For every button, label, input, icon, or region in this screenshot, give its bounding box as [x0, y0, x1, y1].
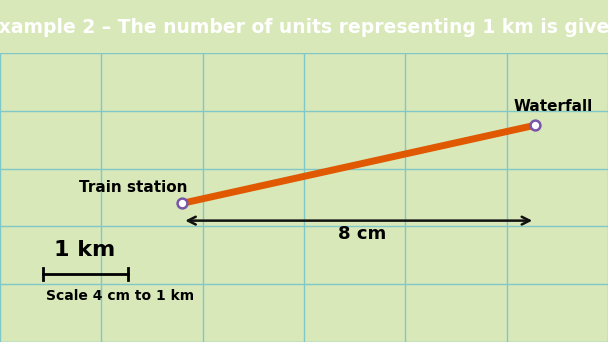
Point — [530, 122, 540, 128]
Point — [178, 200, 187, 206]
Text: Scale 4 cm to 1 km: Scale 4 cm to 1 km — [46, 289, 194, 303]
Text: Train station: Train station — [79, 180, 187, 195]
Text: Example 2 – The number of units representing 1 km is given: Example 2 – The number of units represen… — [0, 18, 608, 37]
Text: 1 km: 1 km — [55, 240, 116, 260]
Text: Waterfall: Waterfall — [514, 99, 593, 114]
Text: 8 cm: 8 cm — [337, 225, 386, 242]
